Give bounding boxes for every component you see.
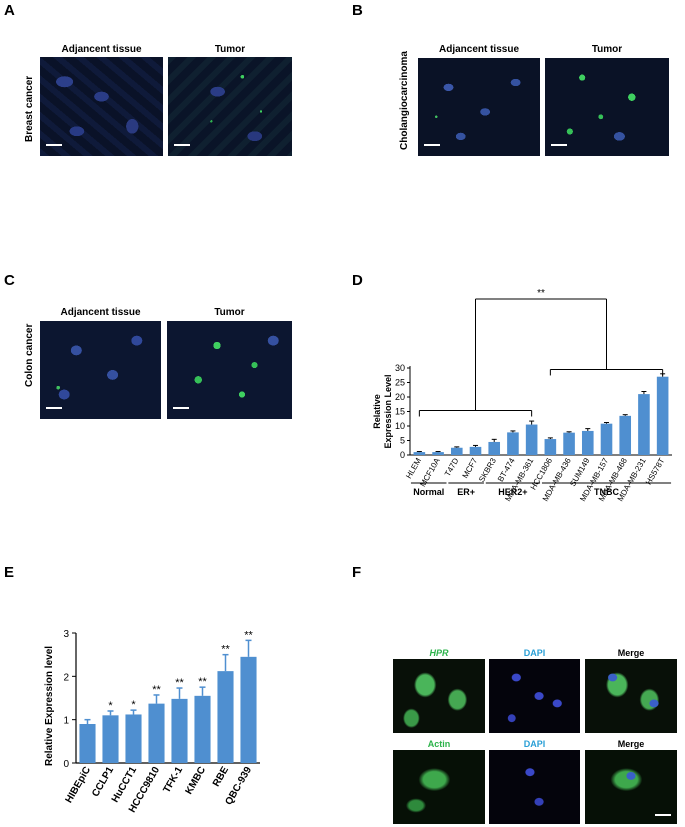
bar	[619, 415, 632, 455]
panel-label-c: C	[4, 272, 15, 289]
y-tick-label: 1	[63, 716, 69, 727]
bar	[488, 441, 501, 455]
panel-label-f: F	[352, 564, 362, 581]
panel-c-col-adjacent: Adjancent tissue	[60, 307, 141, 318]
y-tick-label: 10	[395, 421, 405, 431]
significance-star: *	[108, 700, 113, 712]
panel-b-row-label: Cholangiocarcinoma	[399, 51, 410, 150]
y-tick-label: 2	[63, 672, 69, 683]
significance-star: *	[131, 699, 136, 711]
f-title-merge-1: Merge	[617, 648, 645, 658]
x-tick-label: KMBC	[184, 765, 209, 796]
panel-a-col-tumor: Tumor	[214, 44, 246, 55]
significance-star: **	[175, 677, 184, 689]
panel-c-row-label: Colon cancer	[24, 323, 35, 387]
micrograph-f-dapi-1	[489, 659, 580, 733]
panel-a-col-adjacent: Adjancent tissue	[61, 44, 142, 55]
micrograph-f-hpr	[393, 659, 485, 733]
bar	[581, 430, 594, 455]
micrograph-c-tumor	[167, 321, 292, 419]
bar	[148, 703, 165, 763]
group-label: HER2+	[498, 487, 527, 497]
micrograph-b-adjacent	[418, 58, 540, 156]
f-title-dapi-1: DAPI	[523, 648, 546, 658]
significance-star: **	[198, 676, 207, 688]
significance-star: **	[221, 644, 230, 656]
bar	[125, 714, 142, 763]
f-title-actin: Actin	[427, 739, 451, 749]
bar	[413, 452, 426, 455]
panel-b-col-adjacent: Adjancent tissue	[438, 44, 520, 55]
bar	[656, 376, 669, 455]
group-label: Normal	[413, 487, 444, 497]
group-label: TNBC	[594, 487, 619, 497]
chart-d: 0 5 10 15 20 25 30 Relative Expression Level HLEM…	[372, 288, 672, 503]
x-tick-label: MCF7	[461, 456, 480, 480]
y-tick-label: 25	[395, 378, 405, 388]
micrograph-b-tumor	[545, 58, 669, 156]
f-title-merge-2: Merge	[617, 739, 645, 749]
panel-label-a: A	[4, 2, 15, 19]
bar	[525, 424, 538, 455]
y-tick-label: 0	[63, 759, 69, 770]
bar	[469, 446, 482, 455]
scale-bar	[655, 814, 671, 816]
scale-bar	[424, 144, 440, 146]
micrograph-f-dapi-2	[489, 750, 580, 824]
bar	[450, 447, 463, 455]
f-title-hpr: HPR	[429, 648, 449, 658]
bar	[507, 432, 519, 455]
micrograph-f-merge-2	[585, 750, 677, 824]
y-tick-label: 15	[395, 407, 405, 417]
y-tick-label: 3	[63, 629, 69, 640]
panel-label-d: D	[352, 272, 363, 289]
y-tick-label: 30	[395, 363, 405, 373]
bar	[171, 698, 188, 763]
bar	[102, 715, 119, 763]
x-tick-label: SKBR3	[477, 456, 498, 484]
micrograph-a-adjacent	[40, 57, 163, 156]
y-axis-label: Expression Level	[383, 374, 393, 448]
bar	[638, 394, 650, 455]
bar	[600, 423, 613, 455]
bar	[544, 439, 557, 455]
x-tick-label: HLEM	[404, 456, 423, 480]
scale-bar	[46, 407, 62, 409]
f-title-dapi-2: DAPI	[523, 739, 546, 749]
panel-label-e: E	[4, 564, 15, 581]
panel-a-row-label: Breast cancer	[24, 75, 35, 142]
bar	[194, 695, 211, 763]
significance-star: **	[244, 629, 253, 641]
bar	[563, 432, 575, 455]
scale-bar	[173, 407, 189, 409]
x-tick-label: T47D	[443, 456, 461, 478]
group-label: ER+	[457, 487, 475, 497]
scale-bar	[551, 144, 567, 146]
bar	[79, 724, 96, 763]
x-tick-label: TFK-1	[161, 765, 185, 795]
micrograph-f-merge-1	[585, 659, 677, 733]
y-tick-label: 20	[395, 392, 405, 402]
x-tick-label: HIBEpiC	[64, 765, 94, 805]
bar	[432, 452, 444, 455]
micrograph-f-actin	[393, 750, 485, 824]
y-tick-label: 0	[400, 450, 405, 460]
scale-bar	[46, 144, 62, 146]
scale-bar	[174, 144, 190, 146]
significance-label: **	[537, 288, 545, 299]
y-axis-label: Relative	[372, 394, 382, 429]
y-axis-label: Relative Expression level	[44, 646, 55, 766]
panel-label-b: B	[352, 2, 363, 19]
micrograph-c-adjacent	[40, 321, 161, 419]
bar	[217, 671, 234, 763]
panel-c-col-tumor: Tumor	[214, 307, 245, 318]
y-tick-label: 5	[400, 436, 405, 446]
x-tick-label: RBE	[211, 765, 231, 789]
micrograph-a-tumor	[168, 57, 292, 156]
significance-star: **	[152, 684, 161, 696]
bar	[240, 656, 257, 763]
panel-b-col-tumor: Tumor	[591, 44, 623, 55]
